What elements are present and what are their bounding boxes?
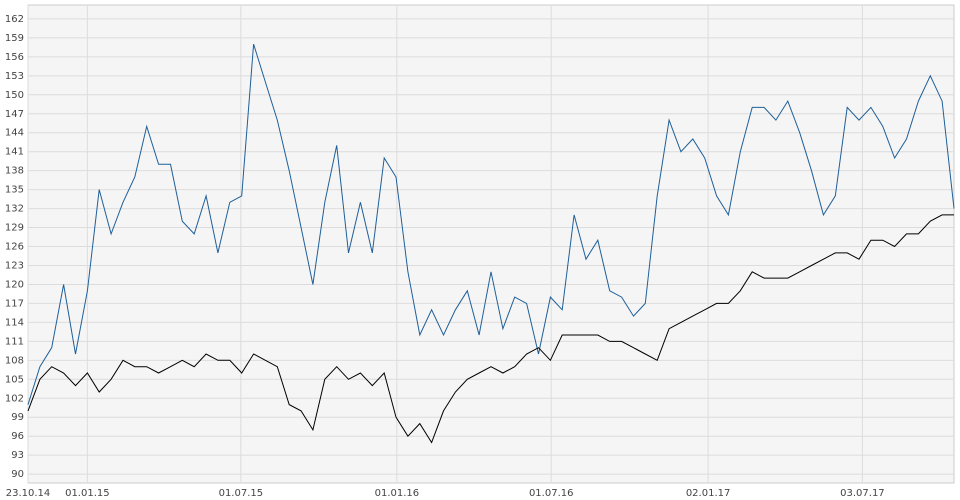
y-tick-label: 114	[5, 317, 24, 328]
y-tick-label: 135	[5, 185, 24, 196]
y-tick-label: 144	[5, 128, 24, 139]
plot-area	[27, 4, 955, 484]
x-tick-label: 01.01.16	[375, 488, 420, 499]
y-tick-label: 108	[5, 355, 24, 366]
y-tick-label: 162	[5, 14, 24, 25]
x-tick-label: 01.07.15	[219, 488, 264, 499]
y-tick-label: 96	[11, 431, 24, 442]
y-tick-label: 153	[5, 71, 24, 82]
y-tick-label: 99	[11, 412, 24, 423]
y-tick-label: 138	[5, 166, 24, 177]
y-tick-label: 156	[5, 52, 24, 63]
series-line	[27, 214, 954, 444]
y-tick-label: 159	[5, 33, 24, 44]
x-tick-label: 23.10.14	[6, 488, 51, 499]
y-tick-label: 90	[11, 469, 24, 480]
y-tick-label: 102	[5, 393, 24, 404]
y-tick-label: 129	[5, 223, 24, 234]
y-tick-label: 93	[11, 450, 24, 461]
y-tick-label: 120	[5, 279, 24, 290]
y-tick-label: 123	[5, 260, 24, 271]
y-tick-label: 141	[5, 147, 24, 158]
y-tick-label: 117	[5, 298, 24, 309]
y-tick-label: 147	[5, 109, 24, 120]
x-tick-label: 01.01.15	[65, 488, 110, 499]
y-tick-label: 132	[5, 204, 24, 215]
y-tick-label: 126	[5, 242, 24, 253]
y-tick-label: 150	[5, 90, 24, 101]
x-tick-label: 02.01.17	[686, 488, 731, 499]
series-line	[27, 44, 955, 405]
y-tick-label: 105	[5, 374, 24, 385]
y-tick-label: 111	[5, 336, 24, 347]
x-tick-label: 03.07.17	[840, 488, 885, 499]
x-tick-label: 01.07.16	[529, 488, 574, 499]
